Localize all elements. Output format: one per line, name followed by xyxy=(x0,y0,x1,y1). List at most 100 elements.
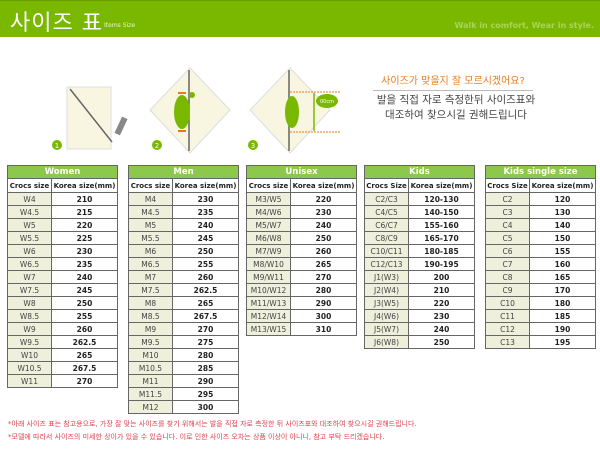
korea-size-cell: 225 xyxy=(51,231,118,245)
column-header: Crocs Size xyxy=(364,178,409,193)
table-row: M12 300 xyxy=(128,400,239,414)
table-row: C2 120 xyxy=(485,192,596,206)
korea-size-cell: 250 xyxy=(51,296,118,310)
table-row: W5.5 225 xyxy=(7,231,118,245)
korea-size-cell: 140 xyxy=(529,218,596,232)
crocs-size-cell: J1(W3) xyxy=(364,270,409,284)
table-title: Unisex xyxy=(246,165,357,179)
slogan: Walk in comfort, Wear in style. xyxy=(454,21,594,30)
crocs-size-cell: C9 xyxy=(485,283,530,297)
korea-size-cell: 255 xyxy=(172,257,239,271)
column-header: Korea size(mm) xyxy=(529,178,596,193)
table-row: W7.5 245 xyxy=(7,283,118,297)
size-question: 사이즈가 맞을지 잘 모르시겠어요? xyxy=(373,72,533,91)
crocs-size-cell: M13/W15 xyxy=(246,322,291,336)
korea-size-cell: 180-185 xyxy=(408,244,475,258)
table-row: J4(W6) 230 xyxy=(364,309,475,323)
crocs-size-cell: C5 xyxy=(485,231,530,245)
korea-size-cell: 155-160 xyxy=(408,218,475,232)
crocs-size-cell: M11.5 xyxy=(128,387,173,401)
crocs-size-cell: J2(W4) xyxy=(364,283,409,297)
table-row: W8.5 255 xyxy=(7,309,118,323)
crocs-size-cell: M12 xyxy=(128,400,173,414)
table-row: M9 270 xyxy=(128,322,239,336)
table-row: M4 230 xyxy=(128,192,239,206)
crocs-size-cell: W6 xyxy=(7,244,52,258)
korea-size-cell: 235 xyxy=(172,205,239,219)
note-line-1: *아래 사이즈 표는 참고용으로, 가장 잘 맞는 사이즈를 찾기 위해서는 발… xyxy=(8,420,417,428)
korea-size-cell: 270 xyxy=(51,374,118,388)
korea-size-cell: 210 xyxy=(408,283,475,297)
table-row: C12/C13 190-195 xyxy=(364,257,475,271)
korea-size-cell: 140-150 xyxy=(408,205,475,219)
korea-size-cell: 260 xyxy=(172,270,239,284)
crocs-size-cell: M9 xyxy=(128,322,173,336)
table-row: C5 150 xyxy=(485,231,596,245)
crocs-size-cell: J6(W8) xyxy=(364,335,409,349)
crocs-size-cell: J5(W7) xyxy=(364,322,409,336)
table-row: W9 260 xyxy=(7,322,118,336)
table-row: C3 130 xyxy=(485,205,596,219)
korea-size-cell: 155 xyxy=(529,244,596,258)
table-row: M8 265 xyxy=(128,296,239,310)
korea-size-cell: 230 xyxy=(172,192,239,206)
crocs-size-cell: C6 xyxy=(485,244,530,258)
table-row: M9.5 275 xyxy=(128,335,239,349)
korea-size-cell: 185 xyxy=(529,309,596,323)
crocs-size-cell: M6 xyxy=(128,244,173,258)
table-row: C4 140 xyxy=(485,218,596,232)
table-row: W6 230 xyxy=(7,244,118,258)
table-row: W10 265 xyxy=(7,348,118,362)
table-row: C7 160 xyxy=(485,257,596,271)
korea-size-cell: 165-170 xyxy=(408,231,475,245)
crocs-size-cell: M9.5 xyxy=(128,335,173,349)
crocs-size-cell: M5 xyxy=(128,218,173,232)
svg-text:2: 2 xyxy=(155,142,159,150)
crocs-size-cell: C12/C13 xyxy=(364,257,409,271)
table-row: W4 210 xyxy=(7,192,118,206)
column-header: Crocs Size xyxy=(485,178,530,193)
crocs-size-cell: C12 xyxy=(485,322,530,336)
korea-size-cell: 235 xyxy=(51,257,118,271)
table-row: C11 185 xyxy=(485,309,596,323)
table-row: W8 250 xyxy=(7,296,118,310)
table-row: C13 195 xyxy=(485,335,596,349)
table-row: W6.5 235 xyxy=(7,257,118,271)
column-header: Korea size(mm) xyxy=(290,178,357,193)
crocs-size-cell: M11 xyxy=(128,374,173,388)
column-header: Korea size(mm) xyxy=(172,178,239,193)
table-row: W4.5 215 xyxy=(7,205,118,219)
page-title: 사이즈 표 xyxy=(10,11,103,36)
crocs-size-cell: W8 xyxy=(7,296,52,310)
korea-size-cell: 195 xyxy=(529,335,596,349)
crocs-size-cell: J3(W5) xyxy=(364,296,409,310)
crocs-size-cell: W10 xyxy=(7,348,52,362)
table-row: J6(W8) 250 xyxy=(364,335,475,349)
table-title: Kids single size xyxy=(485,165,596,179)
korea-size-cell: 290 xyxy=(290,296,357,310)
crocs-size-cell: M10/W12 xyxy=(246,283,291,297)
korea-size-cell: 280 xyxy=(172,348,239,362)
crocs-size-cell: W7.5 xyxy=(7,283,52,297)
korea-size-cell: 210 xyxy=(51,192,118,206)
table-row: W10.5 267.5 xyxy=(7,361,118,375)
korea-size-cell: 240 xyxy=(290,218,357,232)
svg-text:00cm: 00cm xyxy=(320,99,334,105)
size-table-kids-single: Kids single size Crocs Size Korea size(mm)… xyxy=(485,165,596,349)
crocs-size-cell: C13 xyxy=(485,335,530,349)
korea-size-cell: 200 xyxy=(408,270,475,284)
table-row: J1(W3) 200 xyxy=(364,270,475,284)
table-row: M11/W13 290 xyxy=(246,296,357,310)
column-header: Korea size(mm) xyxy=(408,178,475,193)
korea-size-cell: 130 xyxy=(529,205,596,219)
korea-size-cell: 245 xyxy=(51,283,118,297)
crocs-size-cell: M10.5 xyxy=(128,361,173,375)
crocs-size-cell: C2/C3 xyxy=(364,192,409,206)
korea-size-cell: 300 xyxy=(172,400,239,414)
korea-size-cell: 170 xyxy=(529,283,596,297)
column-header: Crocs size xyxy=(128,178,173,193)
crocs-size-cell: W4.5 xyxy=(7,205,52,219)
crocs-size-cell: M6.5 xyxy=(128,257,173,271)
crocs-size-cell: C4 xyxy=(485,218,530,232)
crocs-size-cell: M8 xyxy=(128,296,173,310)
